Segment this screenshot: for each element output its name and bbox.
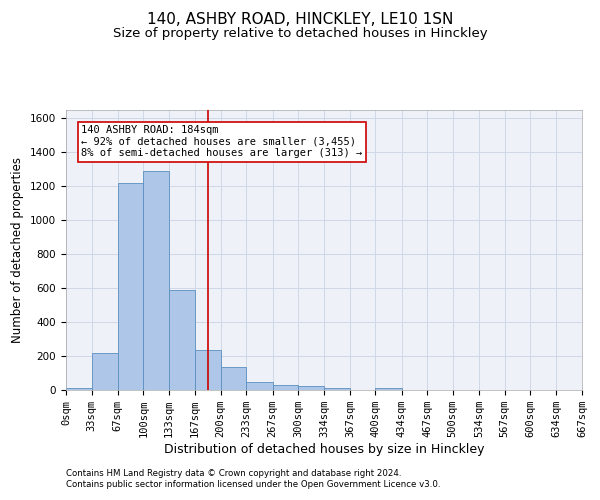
Bar	[325, 388, 350, 390]
Bar	[66, 388, 92, 390]
Bar	[246, 382, 272, 390]
Bar	[169, 290, 195, 390]
Bar	[143, 171, 169, 390]
Bar	[298, 386, 325, 390]
Text: 140 ASHBY ROAD: 184sqm
← 92% of detached houses are smaller (3,455)
8% of semi-d: 140 ASHBY ROAD: 184sqm ← 92% of detached…	[82, 126, 363, 158]
Bar	[221, 367, 246, 390]
Text: Size of property relative to detached houses in Hinckley: Size of property relative to detached ho…	[113, 28, 487, 40]
X-axis label: Distribution of detached houses by size in Hinckley: Distribution of detached houses by size …	[164, 443, 484, 456]
Y-axis label: Number of detached properties: Number of detached properties	[11, 157, 25, 343]
Bar	[118, 183, 143, 390]
Text: Contains public sector information licensed under the Open Government Licence v3: Contains public sector information licen…	[66, 480, 440, 489]
Bar	[195, 350, 221, 390]
Text: Contains HM Land Registry data © Crown copyright and database right 2024.: Contains HM Land Registry data © Crown c…	[66, 468, 401, 477]
Text: 140, ASHBY ROAD, HINCKLEY, LE10 1SN: 140, ASHBY ROAD, HINCKLEY, LE10 1SN	[147, 12, 453, 28]
Bar	[272, 385, 298, 390]
Bar	[376, 388, 402, 390]
Bar	[92, 352, 118, 390]
